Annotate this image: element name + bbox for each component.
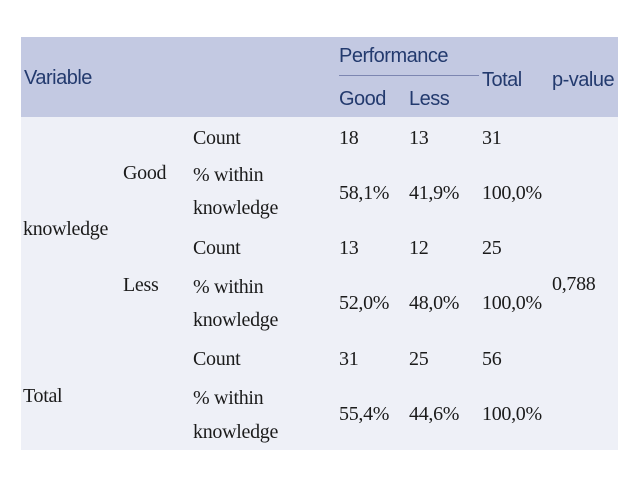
cell: 52,0% bbox=[339, 292, 390, 314]
stat-label-pct-2: knowledge bbox=[193, 309, 279, 331]
cell: 13 bbox=[409, 127, 429, 149]
cell: 48,0% bbox=[409, 292, 460, 314]
cell: 25 bbox=[482, 237, 502, 259]
row-label-less: Less bbox=[123, 274, 159, 296]
cell: 31 bbox=[482, 127, 502, 149]
row-label-total: Total bbox=[23, 385, 63, 407]
cell: 12 bbox=[409, 237, 429, 259]
table-header: Variable Performance Good Less Total p-v… bbox=[21, 37, 618, 117]
cell: 13 bbox=[339, 237, 359, 259]
stat-label-pct: % within bbox=[193, 276, 264, 298]
header-performance: Performance bbox=[339, 45, 449, 67]
header-divider bbox=[339, 75, 479, 76]
header-pvalue: p-value bbox=[552, 69, 615, 91]
stat-label-count: Count bbox=[193, 348, 241, 370]
pvalue-cell: 0,788 bbox=[552, 273, 596, 295]
cell: 25 bbox=[409, 348, 429, 370]
stat-label-pct-2: knowledge bbox=[193, 197, 279, 219]
crosstab-table: Variable Performance Good Less Total p-v… bbox=[21, 37, 618, 450]
cell: 100,0% bbox=[482, 292, 542, 314]
row-label-knowledge: knowledge bbox=[23, 218, 109, 240]
cell: 41,9% bbox=[409, 182, 460, 204]
cell: 56 bbox=[482, 348, 502, 370]
cell: 44,6% bbox=[409, 403, 460, 425]
stat-label-count: Count bbox=[193, 237, 241, 259]
stat-label-pct: % within bbox=[193, 387, 264, 409]
cell: 31 bbox=[339, 348, 359, 370]
row-label-good: Good bbox=[123, 162, 167, 184]
stat-label-pct-2: knowledge bbox=[193, 421, 279, 443]
stat-label-pct: % within bbox=[193, 164, 264, 186]
cell: 100,0% bbox=[482, 403, 542, 425]
header-variable: Variable bbox=[24, 67, 92, 89]
cell: 18 bbox=[339, 127, 359, 149]
header-total: Total bbox=[482, 69, 522, 91]
header-less: Less bbox=[409, 88, 450, 110]
header-good: Good bbox=[339, 88, 386, 110]
stat-label-count: Count bbox=[193, 127, 241, 149]
cell: 55,4% bbox=[339, 403, 390, 425]
cell: 58,1% bbox=[339, 182, 390, 204]
cell: 100,0% bbox=[482, 182, 542, 204]
